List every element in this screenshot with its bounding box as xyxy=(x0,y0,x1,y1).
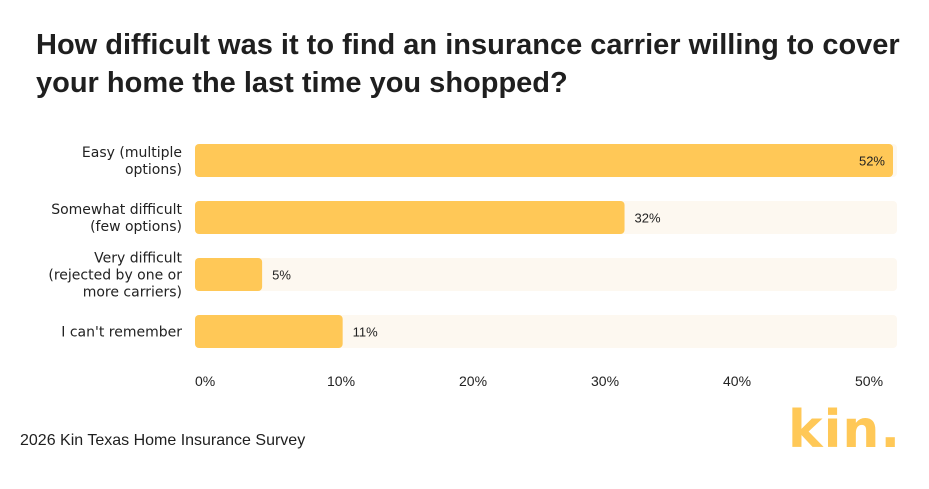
x-tick-label: 0% xyxy=(195,373,215,389)
bar xyxy=(195,144,893,177)
bar xyxy=(195,201,625,234)
data-label: 11% xyxy=(353,325,378,340)
data-label: 5% xyxy=(272,268,291,283)
data-label: 52% xyxy=(859,154,885,169)
bar xyxy=(195,258,263,291)
x-tick-label: 20% xyxy=(459,373,487,389)
category-label: (few options) xyxy=(90,219,182,235)
category-label: more carriers) xyxy=(83,285,182,301)
data-label: 32% xyxy=(635,211,661,226)
category-label: Somewhat difficult xyxy=(51,202,182,218)
category-label: Easy (multiple xyxy=(82,145,182,161)
x-tick-label: 10% xyxy=(327,373,355,389)
category-label: (rejected by one or xyxy=(48,268,182,284)
bar-track xyxy=(195,258,897,291)
x-tick-label: 40% xyxy=(723,373,751,389)
kin-logo: kin. xyxy=(788,400,902,460)
source-note: 2026 Kin Texas Home Insurance Survey xyxy=(20,432,306,449)
category-label: I can't remember xyxy=(61,325,182,341)
category-label: Very difficult xyxy=(94,251,182,267)
x-tick-label: 50% xyxy=(855,373,883,389)
x-tick-label: 30% xyxy=(591,373,619,389)
chart-title: How difficult was it to find an insuranc… xyxy=(36,29,900,99)
category-label: options) xyxy=(125,162,182,178)
bar-track xyxy=(195,315,897,348)
bar xyxy=(195,315,343,348)
